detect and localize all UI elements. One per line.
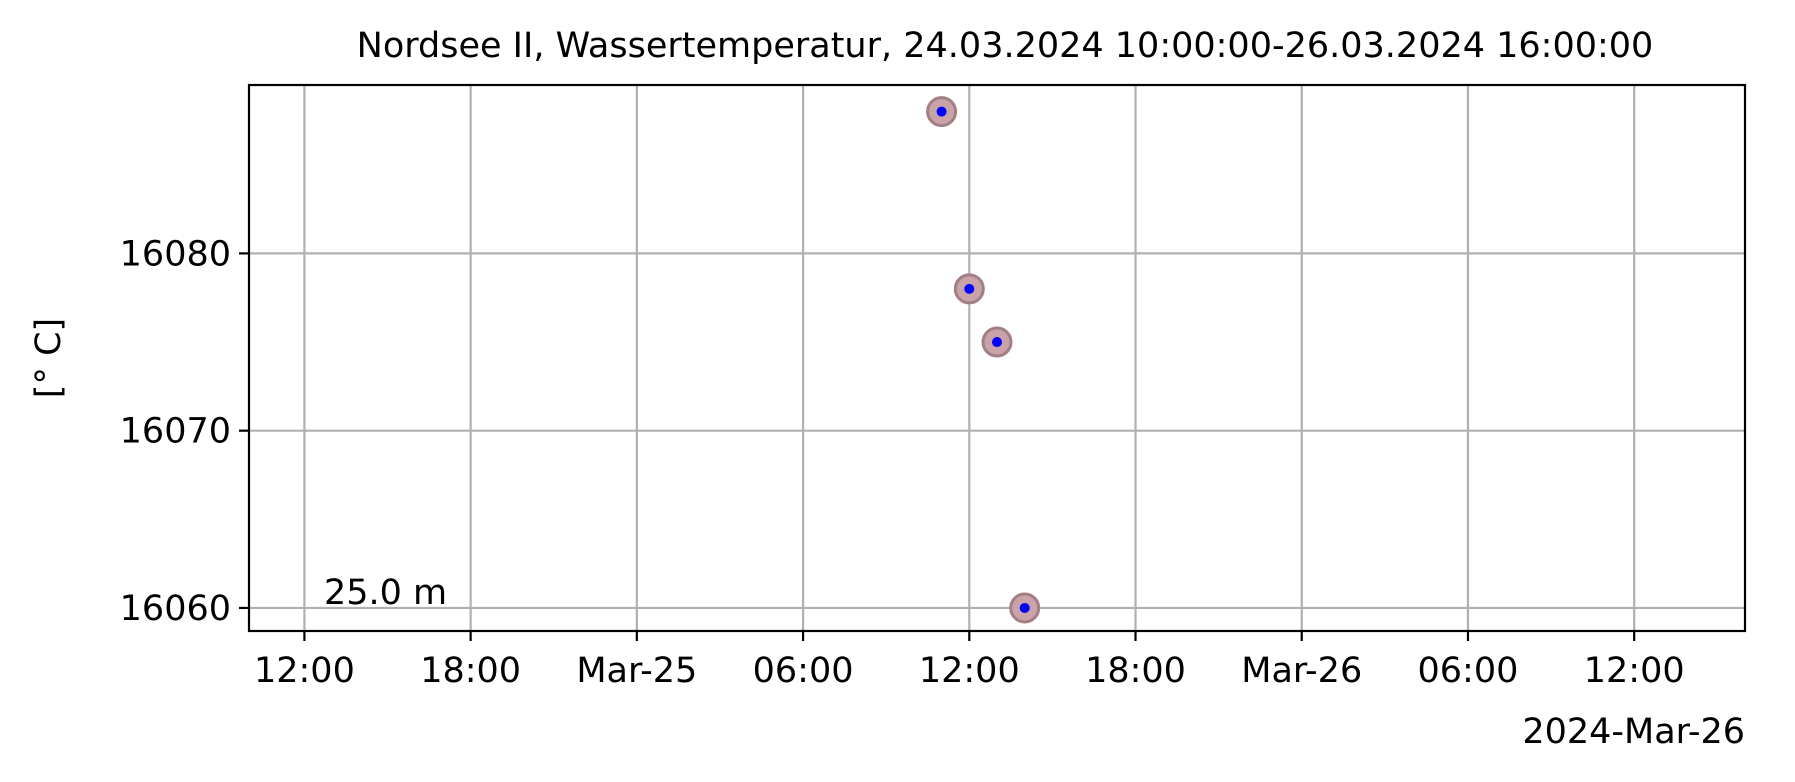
x-tick-label-1: 18:00: [420, 651, 521, 691]
data-point-marker: [1019, 602, 1030, 613]
x-tick-label-3: 06:00: [753, 651, 854, 691]
x-tick-label-0: 12:00: [254, 651, 355, 691]
data-point-marker: [936, 106, 947, 117]
data-point-3: [1009, 592, 1041, 624]
grid: [249, 85, 1745, 631]
x-tick-label-7: 06:00: [1418, 651, 1519, 691]
y-tick-label-2: 16080: [120, 234, 231, 274]
x-offset-label: 2024-Mar-26: [1522, 712, 1745, 752]
x-tick-label-2: Mar-25: [576, 651, 697, 691]
x-tick-label-5: 18:00: [1085, 651, 1186, 691]
x-tick-label-8: 12:00: [1584, 651, 1685, 691]
y-tick-label-0: 16060: [120, 589, 231, 629]
x-tick-label-6: Mar-26: [1241, 651, 1362, 691]
y-axis-label: [° C]: [29, 318, 69, 398]
chart-title: Nordsee II, Wassertemperatur, 24.03.2024…: [357, 26, 1654, 66]
data-point-marker: [964, 283, 975, 294]
depth-annotation: 25.0 m: [324, 573, 447, 613]
data-point-2: [981, 326, 1013, 358]
x-tick-label-4: 12:00: [919, 651, 1020, 691]
y-tick-label-1: 16070: [120, 412, 231, 452]
plot-frame: [247, 83, 1747, 633]
data-points: [926, 96, 1041, 624]
data-point-0: [926, 96, 958, 128]
ticks: 12:00 18:00 Mar-25 06:00 12:00 18:00 Mar-26 06:…: [120, 234, 1685, 691]
data-point-1: [953, 273, 985, 305]
data-point-marker: [992, 337, 1002, 348]
